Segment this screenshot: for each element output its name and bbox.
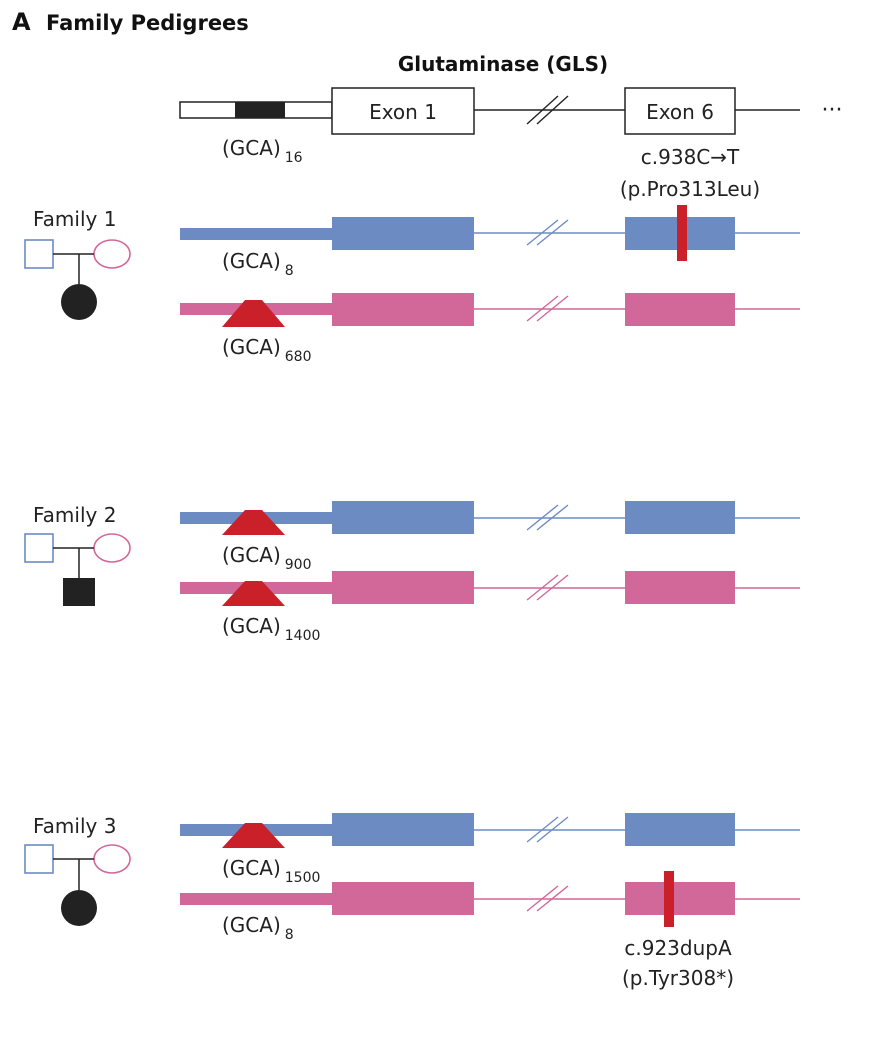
family-1: Family 1 c.938C→T (p.Pro313Leu) (GCA) 8 (… [24, 145, 800, 365]
point-mutation-marker [664, 871, 674, 927]
break-mark [536, 295, 569, 322]
repeat-label: (GCA) 1400 [222, 614, 320, 644]
family-2: Family 2 (GCA) 900 (GCA) 1400 [24, 501, 800, 644]
repeat-label: (GCA) 680 [222, 335, 311, 365]
gene-exon6-box [624, 87, 736, 135]
protein-label: (p.Tyr308*) [622, 966, 734, 990]
paternal-allele-exon1 [332, 501, 474, 534]
mother-circle [93, 533, 131, 563]
break-mark [536, 574, 569, 601]
maternal-allele-exon6 [625, 293, 735, 326]
break-mark [526, 816, 559, 843]
maternal-allele-exon6 [625, 571, 735, 604]
family-label: Family 2 [33, 503, 116, 527]
paternal-allele-exon1 [332, 813, 474, 846]
gene-break-mark [526, 95, 559, 125]
repeat-label: (GCA) 900 [222, 543, 311, 573]
maternal-allele-exon1 [332, 293, 474, 326]
mother-circle [93, 844, 131, 874]
point-mutation-marker [677, 205, 687, 261]
father-square [24, 533, 54, 563]
repeat-label: (GCA) 8 [222, 913, 294, 943]
paternal-allele-exon6 [625, 501, 735, 534]
affected-child-circle [61, 284, 97, 320]
protein-label: (p.Pro313Leu) [620, 177, 760, 201]
break-mark [526, 295, 559, 322]
gene-diagram: Glutaminase (GLS) Exon 1 Exon 6 ··· (GCA… [179, 52, 843, 166]
gene-exon6-label: Exon 6 [646, 100, 714, 124]
break-mark [526, 885, 559, 912]
break-mark [536, 816, 569, 843]
family-label: Family 3 [33, 814, 116, 838]
break-mark [536, 219, 569, 246]
break-mark [536, 504, 569, 531]
gene-exon1-label: Exon 1 [369, 100, 437, 124]
gene-ellipsis: ··· [822, 98, 843, 123]
gene-exon1-box [331, 87, 475, 135]
maternal-allele-exon1 [332, 882, 474, 915]
maternal-allele-utr [180, 893, 332, 905]
repeat-expansion-marker [222, 823, 285, 848]
father-square [24, 239, 54, 269]
gene-break-mark [536, 95, 569, 125]
break-mark [526, 504, 559, 531]
maternal-allele-exon1 [332, 571, 474, 604]
gene-title: Glutaminase (GLS) [398, 52, 608, 76]
affected-child-square [63, 578, 95, 606]
paternal-allele-exon6 [625, 813, 735, 846]
mutation-label: c.938C→T [641, 145, 740, 169]
family-3: Family 3 (GCA) 1500 (GCA) 8 c.923dupA (p.T… [24, 813, 800, 990]
paternal-allele-exon1 [332, 217, 474, 250]
repeat-expansion-marker [222, 300, 285, 327]
break-mark [536, 885, 569, 912]
break-mark [526, 219, 559, 246]
affected-child-circle [61, 890, 97, 926]
repeat-expansion-marker [222, 510, 285, 535]
repeat-expansion-marker [222, 581, 285, 606]
panel-letter: A [12, 8, 31, 36]
break-mark [526, 574, 559, 601]
mother-circle [93, 239, 131, 269]
maternal-allele-exon6 [625, 882, 735, 915]
paternal-allele-utr [180, 228, 332, 240]
father-square [24, 844, 54, 874]
family-label: Family 1 [33, 207, 116, 231]
mutation-label: c.923dupA [624, 936, 732, 960]
repeat-label: (GCA) 1500 [222, 856, 320, 886]
panel-title: Family Pedigrees [46, 11, 249, 35]
gene-repeat-label: (GCA) 16 [222, 136, 303, 166]
repeat-label: (GCA) 8 [222, 249, 294, 279]
gene-repeat-block [235, 102, 285, 118]
